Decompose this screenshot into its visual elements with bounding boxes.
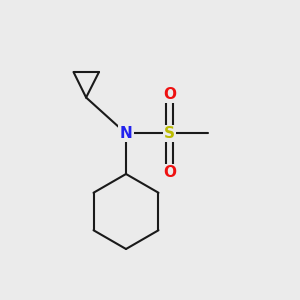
Text: O: O bbox=[163, 165, 176, 180]
Text: N: N bbox=[120, 126, 132, 141]
Text: S: S bbox=[164, 126, 175, 141]
Text: O: O bbox=[163, 87, 176, 102]
